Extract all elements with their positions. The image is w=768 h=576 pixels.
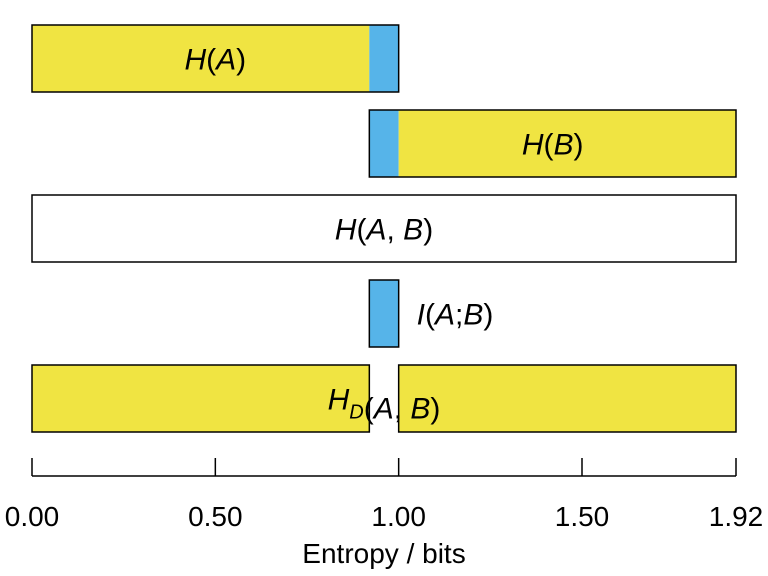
bar-label: H(A)	[184, 44, 246, 77]
x-tick-label: 1.50	[555, 501, 610, 532]
entropy-bar-1: H(A)	[31, 24, 400, 93]
bar-segment	[369, 110, 399, 177]
bar-outline	[31, 24, 400, 93]
x-tick-label: 0.50	[188, 501, 243, 532]
bar-segment	[398, 365, 736, 432]
x-axis-title: Entropy / bits	[302, 538, 465, 569]
bar-segment	[32, 25, 370, 92]
x-axis: 0.00 0.50 1.00 1.50 1.92	[5, 458, 764, 532]
bars-layer: H(A) H(B) H(A, B) I(A;B) HD(A, B)	[31, 24, 737, 433]
entropy-bar-2: H(B)	[368, 109, 737, 178]
bar-segment	[32, 365, 370, 432]
entropy-bar-3: H(A, B)	[31, 194, 737, 263]
x-tick-label: 0.00	[5, 501, 60, 532]
bar-segment	[369, 280, 399, 347]
bar-segment	[369, 25, 399, 92]
entropy-bar-4: I(A;B)	[368, 279, 494, 348]
bar-segment	[32, 195, 736, 262]
bar-label: I(A;B)	[417, 299, 494, 332]
x-tick-label: 1.00	[371, 501, 426, 532]
bar-outline	[397, 364, 737, 433]
bar-outline	[368, 109, 737, 178]
bar-label: HD(A, B)	[328, 384, 441, 426]
bar-label: H(B)	[522, 129, 584, 162]
bar-segment	[398, 110, 736, 177]
bar-outline	[31, 364, 371, 433]
bar-outline	[368, 279, 400, 348]
entropy-bar-5: HD(A, B)	[31, 364, 737, 433]
bar-outline	[31, 194, 737, 263]
x-tick-label: 1.92	[709, 501, 764, 532]
bar-label: H(A, B)	[335, 214, 433, 247]
